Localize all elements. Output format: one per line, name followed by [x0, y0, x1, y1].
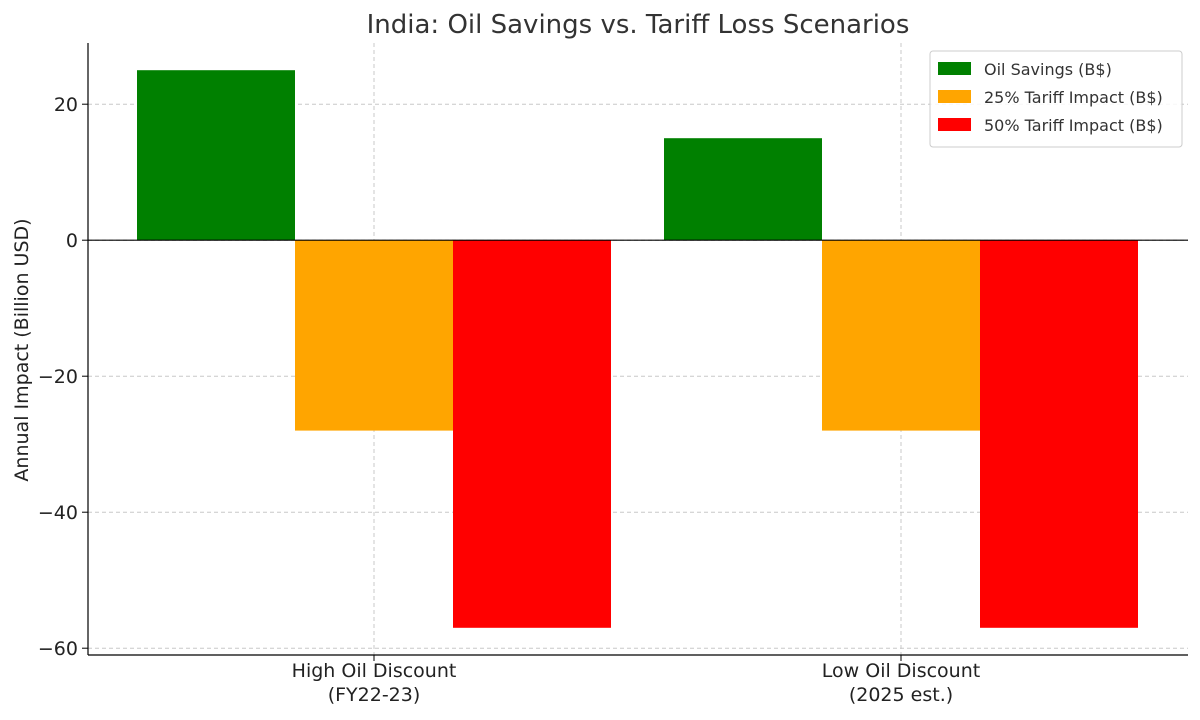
x-tick-label: (2025 est.) [849, 684, 953, 706]
legend-label: 25% Tariff Impact (B$) [984, 88, 1163, 107]
y-tick-label: −60 [38, 638, 78, 660]
y-tick-label: 20 [54, 94, 78, 116]
x-tick-label: Low Oil Discount [822, 660, 980, 682]
tick-labels: −60 −40 −20 0 20 High Oil Discount(FY22-23) Lo… [38, 94, 980, 706]
legend-swatch [938, 118, 971, 131]
legend: Oil Savings (B$) 25% Tariff Impact (B$) 50… [929, 50, 1183, 148]
legend-swatch [938, 62, 971, 75]
chart-title: India: Oil Savings vs. Tariff Loss Scena… [367, 10, 910, 40]
bar [980, 240, 1138, 628]
legend-label: Oil Savings (B$) [984, 60, 1112, 79]
bar [295, 240, 453, 431]
y-tick-label: −40 [38, 502, 78, 524]
bar [664, 138, 822, 241]
legend-box [929, 50, 1183, 148]
bar [822, 240, 980, 431]
y-tick-label: 0 [66, 230, 78, 252]
bar [453, 240, 611, 628]
y-axis-label: Annual Impact (Billion USD) [11, 218, 33, 481]
x-tick-label: (FY22-23) [328, 684, 421, 706]
legend-swatch [938, 90, 971, 103]
legend-label: 50% Tariff Impact (B$) [984, 116, 1163, 135]
bars [137, 70, 1138, 628]
y-tick-label: −20 [38, 366, 78, 388]
axes [82, 43, 1188, 661]
bar [137, 70, 295, 241]
x-tick-label: High Oil Discount [292, 660, 457, 682]
